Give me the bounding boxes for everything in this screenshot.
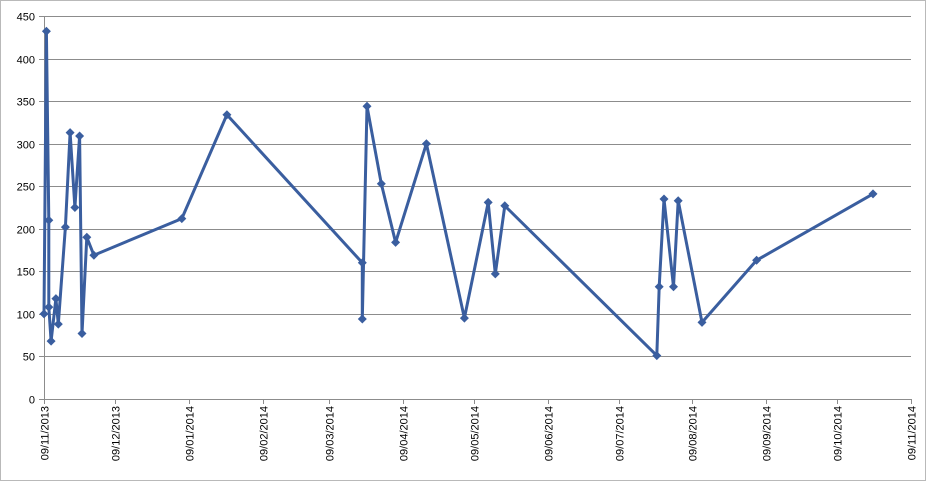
data-point-marker [654, 282, 664, 292]
y-tick-label: 50 [23, 352, 35, 364]
data-point-marker [89, 250, 99, 260]
data-point-marker [70, 203, 80, 212]
series-layer [39, 26, 878, 361]
x-tick-label: 09/09/2014 [762, 406, 774, 461]
data-point-marker [82, 232, 92, 242]
data-point-marker [75, 131, 85, 141]
x-tick-label: 09/11/2013 [40, 406, 52, 460]
data-point-marker [53, 319, 63, 329]
y-tick-label: 200 [17, 225, 35, 237]
data-point-marker [697, 317, 707, 327]
x-tick-label: 09/02/2014 [259, 406, 271, 461]
y-tick-label: 400 [17, 55, 35, 67]
data-point-marker [357, 258, 367, 268]
data-point-marker [376, 179, 386, 189]
x-tick-label: 09/08/2014 [688, 406, 700, 461]
axis-layer: 0 50 100 150 200 250 300 350 400 450 09/11/2013 09/… [17, 12, 919, 462]
y-tick-label: 150 [17, 267, 35, 279]
y-tick-label: 0 [29, 395, 35, 407]
y-tick-label: 350 [17, 97, 35, 109]
y-tick-label: 250 [17, 182, 35, 194]
data-point-marker [659, 194, 669, 204]
x-tick-label: 09/04/2014 [399, 406, 411, 461]
data-point-marker [41, 26, 51, 36]
x-tick-label: 09/11/2014 [907, 406, 919, 460]
data-point-marker [60, 222, 70, 232]
data-point-marker [752, 255, 762, 265]
data-point-marker [362, 101, 372, 111]
data-point-marker [39, 309, 49, 319]
data-point-marker [65, 128, 75, 138]
x-tick-label: 09/01/2014 [185, 406, 197, 461]
series-line [42, 29, 874, 358]
data-point-marker [673, 196, 683, 206]
data-point-marker [483, 197, 493, 207]
x-tick-label: 09/05/2014 [470, 406, 482, 461]
x-tick-label: 09/10/2014 [833, 406, 845, 461]
y-tick-label: 450 [17, 12, 35, 24]
data-point-marker [490, 269, 500, 279]
data-point-marker [357, 314, 367, 324]
data-point-marker [177, 214, 187, 224]
grid-layer [44, 16, 911, 357]
data-point-marker [44, 215, 54, 225]
x-tick-label: 09/03/2014 [325, 406, 337, 461]
data-point-marker [44, 302, 54, 312]
data-point-marker [868, 189, 878, 199]
x-tick-label: 09/07/2014 [615, 406, 627, 461]
data-point-marker [459, 313, 469, 323]
x-tick-label: 09/12/2013 [111, 406, 123, 461]
x-tick-label: 09/06/2014 [544, 406, 556, 461]
data-point-marker [391, 237, 401, 247]
data-point-marker [500, 201, 510, 211]
data-point-marker [421, 139, 431, 149]
data-point-marker [669, 282, 678, 292]
y-tick-label: 100 [17, 310, 35, 322]
data-point-marker [51, 294, 61, 304]
data-point-marker [77, 329, 87, 338]
y-tick-label: 300 [17, 140, 35, 152]
data-point-marker [652, 351, 662, 361]
data-point-marker [46, 336, 56, 346]
data-point-marker [222, 110, 232, 120]
